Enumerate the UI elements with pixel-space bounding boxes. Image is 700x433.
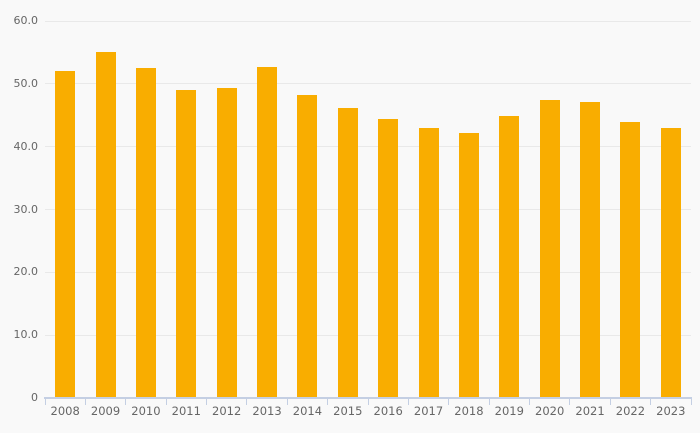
x-axis-tick [327,398,329,405]
x-axis-tick [690,398,692,405]
bar-2012 [216,88,237,398]
bar-2016 [378,119,399,398]
x-axis-tick [286,398,288,405]
gridline-10.0 [45,334,691,336]
x-axis-tick [165,398,167,405]
x-axis-tick [84,398,86,405]
y-axis-tick-label-0: 0 [31,391,38,404]
bar-2014 [297,95,318,398]
bar-2015 [337,108,358,398]
bar-2008 [55,71,76,398]
y-axis-tick-label-10.0: 10.0 [13,328,39,342]
gridline-40.0 [45,146,691,148]
gridline-30.0 [45,209,691,210]
bar-2022 [620,121,641,398]
bar-2017 [418,128,439,398]
x-axis-label-2018: 2018 [454,404,484,418]
x-axis-label-2009: 2009 [90,404,121,418]
x-axis-label-2015: 2015 [333,404,363,418]
x-axis-tick [125,398,127,405]
x-axis-tick [448,398,450,405]
x-axis-label-2016: 2016 [373,404,403,418]
bar-2011 [176,90,197,398]
x-axis-label-2020: 2020 [535,404,565,418]
bar-2019 [499,115,520,398]
y-axis-tick-label-40.0: 40.0 [13,139,39,153]
x-axis-label-2017: 2017 [413,404,444,418]
gridline-60.0 [45,20,691,22]
bar-2013 [257,66,278,398]
x-axis-label-2011: 2011 [171,404,201,418]
x-axis-tick [529,398,530,405]
x-axis-label-2019: 2019 [494,404,524,418]
bar-2010 [135,68,156,398]
x-axis-tick [407,398,409,405]
x-axis-label-2022: 2022 [615,404,646,418]
x-axis-tick [246,398,248,405]
x-axis-tick [569,398,571,405]
x-axis-label-2021: 2021 [575,404,605,418]
bar-2023 [660,127,681,398]
gridline-20.0 [45,271,691,273]
bar-2009 [95,52,116,398]
x-axis-label-2013: 2013 [252,404,282,418]
bar-2018 [458,133,479,398]
y-axis-tick-label-60.0: 60.0 [13,14,39,27]
y-axis-tick-label-30.0: 30.0 [13,202,39,216]
x-axis-label-2010: 2010 [131,404,161,418]
x-axis-tick [206,398,207,405]
x-axis-tick [367,398,369,405]
x-axis-tick [609,398,611,405]
y-axis-tick-label-50.0: 50.0 [13,76,39,90]
x-axis-tick [44,398,46,405]
x-axis-label-2023: 2023 [656,404,686,418]
bar-2020 [539,100,560,398]
y-axis-tick-label-20.0: 20.0 [13,265,39,279]
x-axis-tick [650,398,652,405]
x-axis-label-2008: 2008 [50,404,80,418]
x-axis-label-2014: 2014 [292,404,323,418]
bar-2021 [580,102,601,398]
gridline-50.0 [45,83,691,85]
x-axis-label-2012: 2012 [212,404,242,418]
x-axis-tick [488,398,490,405]
